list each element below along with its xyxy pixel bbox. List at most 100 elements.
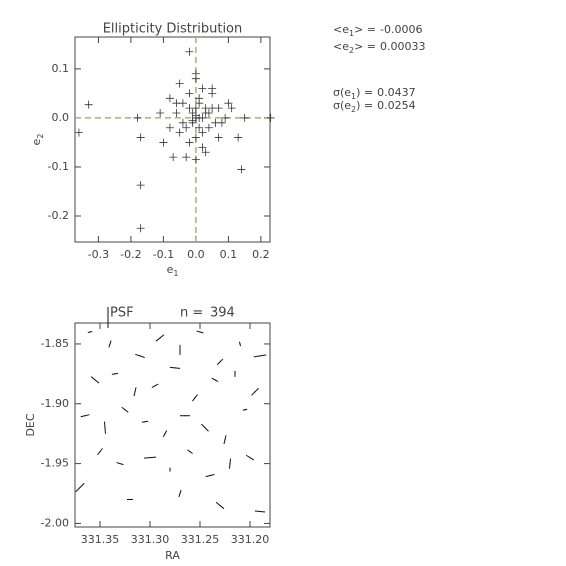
stat-prefix: σ(e (333, 86, 351, 99)
data-point (172, 109, 181, 118)
stat-value: -0.0006 (380, 23, 422, 36)
data-point (227, 104, 236, 113)
data-point (204, 109, 213, 118)
chart-title: Ellipticity Distribution (103, 22, 243, 37)
data-point (214, 133, 223, 142)
whisker-center (249, 457, 251, 459)
whisker-center (209, 474, 211, 477)
data-point (133, 113, 142, 122)
count-value: 394 (210, 306, 235, 321)
whisker-center (159, 337, 161, 339)
stat-prefix: σ(e (333, 99, 351, 112)
y-tick-label: -1.85 (41, 337, 69, 350)
plot-frame (74, 36, 271, 243)
data-point (195, 123, 204, 132)
data-point (198, 128, 207, 137)
stat-line: σ(e2) = 0.0254 (333, 99, 416, 114)
plot-frame (74, 322, 271, 528)
data-point (159, 138, 168, 147)
whisker-center (239, 343, 241, 345)
data-point (185, 138, 194, 147)
whisker-center (174, 367, 176, 369)
x-tick-label: 0.2 (252, 248, 270, 261)
whisker-center (164, 433, 166, 435)
data-point (185, 47, 194, 56)
whisker-center (184, 415, 186, 417)
y-axis-label: e2 (30, 134, 45, 146)
data-point (198, 84, 207, 93)
stat-prefix: <e (333, 40, 349, 53)
stat-value: 0.0437 (377, 86, 416, 99)
data-point (136, 224, 145, 233)
data-point (191, 155, 200, 164)
whisker-center (144, 421, 146, 423)
whisker-center (79, 486, 81, 489)
data-point (74, 128, 83, 137)
whisker-center (89, 331, 91, 333)
data-point (221, 113, 230, 122)
whisker-center (259, 355, 261, 357)
data-point (172, 99, 181, 108)
stat-line: σ(e1) = 0.0437 (333, 86, 416, 101)
stat-sub: 2 (351, 105, 356, 114)
whisker-center (204, 427, 206, 429)
data-point (204, 123, 213, 132)
whisker-center (94, 379, 96, 381)
y-axis-label: DEC (24, 413, 37, 436)
x-tick-label: 331.30 (131, 533, 170, 546)
y-tick-label: -0.1 (48, 160, 69, 173)
whisker-center (149, 457, 151, 459)
y-tick-label: -2.00 (41, 516, 69, 529)
whisker-center (119, 462, 121, 465)
whisker-center (154, 385, 156, 387)
data-point (165, 94, 174, 103)
whisker-center (219, 361, 221, 363)
data-point (240, 113, 249, 122)
whisker-center (179, 349, 181, 351)
whisker-center (194, 397, 196, 399)
whisker-center (244, 409, 246, 411)
stat-sub: 1 (351, 92, 356, 101)
stat-suffix: > = (354, 23, 376, 36)
y-tick-label: -0.2 (48, 209, 69, 222)
data-point (201, 148, 210, 157)
stat-value: 0.00033 (380, 40, 426, 53)
x-tick-label: 0.1 (220, 248, 238, 261)
y-tick-label: -1.95 (41, 457, 69, 470)
stat-suffix: ) = (356, 86, 373, 99)
whisker-center (84, 415, 86, 417)
y-tick-label: 0.1 (52, 62, 70, 75)
x-tick-label: 0.0 (187, 248, 205, 261)
data-point (182, 123, 191, 132)
whisker-center (199, 331, 201, 333)
whisker-center (229, 462, 231, 465)
data-point (195, 94, 204, 103)
data-point (217, 118, 226, 127)
data-point (178, 118, 187, 127)
x-tick-label: 331.35 (81, 533, 120, 546)
whisker-center (169, 468, 171, 471)
data-point (188, 116, 197, 125)
stat-line: <e1> = -0.0006 (333, 23, 422, 38)
data-point (185, 89, 194, 98)
whisker-center (114, 373, 116, 375)
x-tick-label: -0.1 (153, 248, 174, 261)
stat-line: <e2> = 0.00033 (333, 40, 426, 55)
whisker-center (219, 504, 221, 507)
x-tick-label: -0.2 (120, 248, 141, 261)
count-label: n = (180, 306, 203, 321)
x-axis-label: RA (165, 549, 180, 562)
whisker-center (134, 391, 136, 393)
stat-sub: 1 (349, 29, 354, 38)
stat-sub: 2 (349, 46, 354, 55)
data-point (169, 153, 178, 162)
data-point (195, 113, 204, 122)
data-point (136, 133, 145, 142)
data-point (208, 84, 217, 93)
data-point (266, 113, 275, 122)
data-point (191, 104, 200, 113)
whisker-center (139, 355, 141, 357)
x-tick-label: 331.20 (231, 533, 270, 546)
whisker-center (109, 343, 111, 345)
